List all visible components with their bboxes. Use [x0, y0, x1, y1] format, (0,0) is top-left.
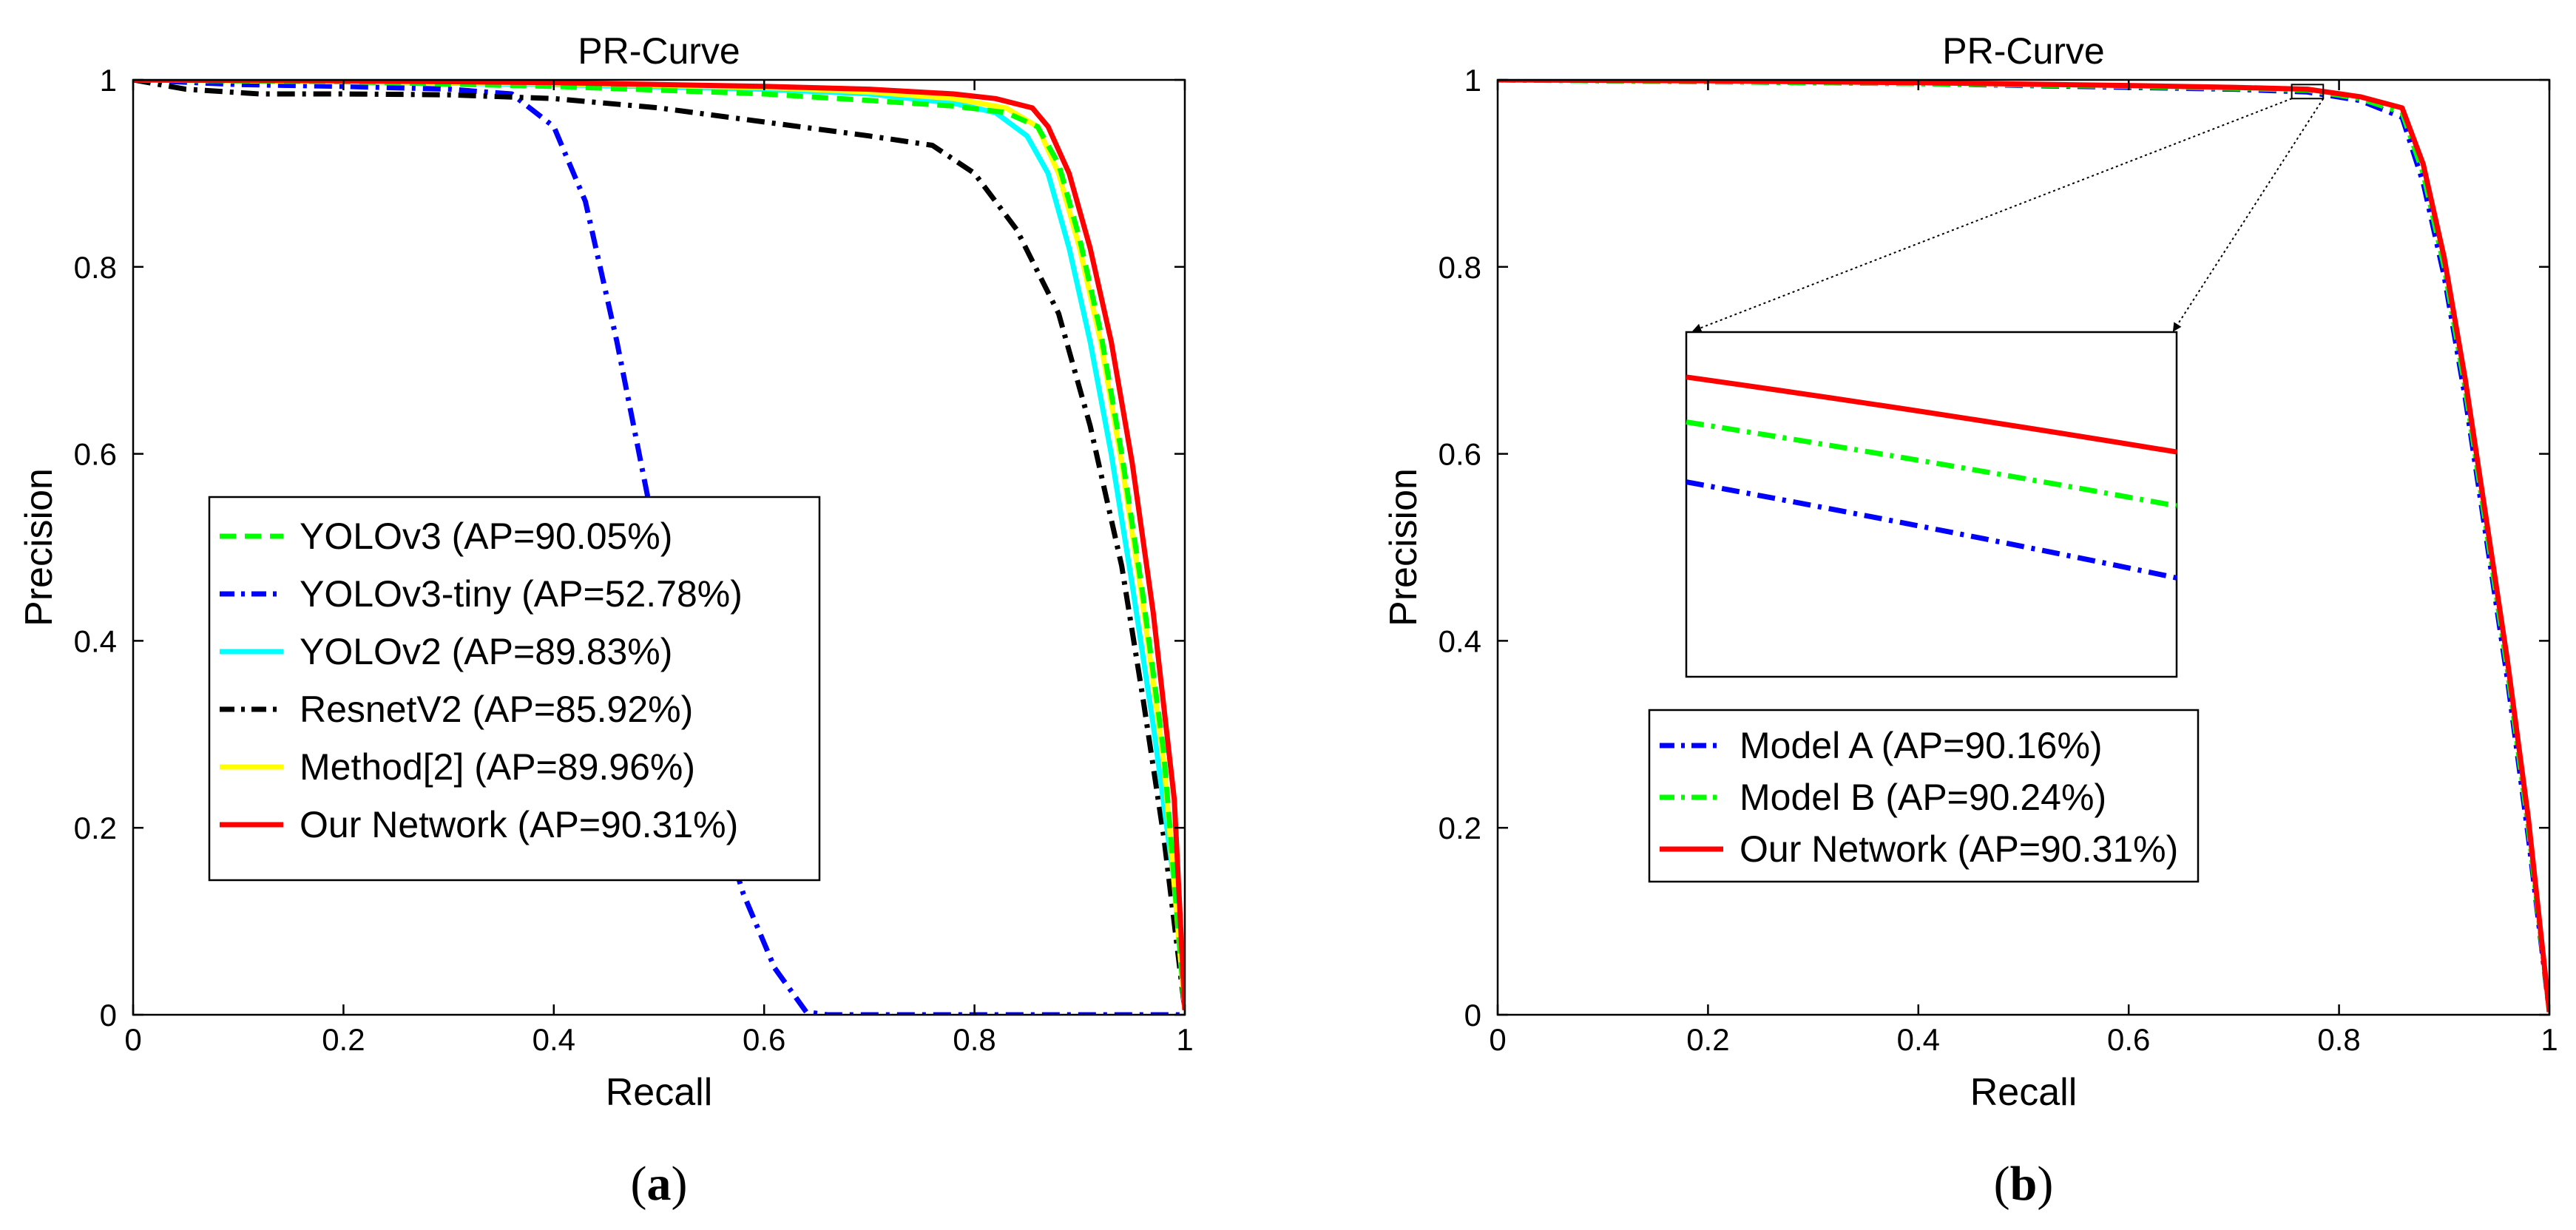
y-axis-label: Precision	[1382, 468, 1425, 626]
y-tick-label: 0.4	[1439, 624, 1481, 658]
chart-title: PR-Curve	[1942, 30, 2104, 72]
x-axis-label: Recall	[1970, 1071, 2078, 1114]
x-tick-label: 0.2	[1686, 1022, 1729, 1057]
legend-label: Model A (AP=90.16%)	[1740, 725, 2103, 766]
x-tick-label: 0.8	[2317, 1022, 2360, 1057]
zoom-source-box	[2291, 84, 2325, 100]
inset-box	[1685, 331, 2178, 678]
legend: YOLOv3 (AP=90.05%) YOLOv3-tiny (AP=52.78%…	[208, 496, 821, 882]
panel-caption: (b)	[1994, 1157, 2054, 1211]
x-tick-label: 1	[2540, 1022, 2558, 1057]
legend-label: Model B (AP=90.24%)	[1740, 777, 2106, 818]
x-tick-label: 0.4	[1897, 1022, 1940, 1057]
y-tick-label: 0.6	[74, 437, 117, 472]
series-line-3	[1498, 80, 2549, 1013]
chart-panel-a: 0 0.2 0.4 0.6 0.8 1 0 0.2 0.4 0.6 0.8 1 PR-Curve Reca…	[18, 30, 1194, 1211]
legend-label: YOLOv2 (AP=89.83%)	[300, 631, 672, 672]
series-group	[133, 80, 1185, 1015]
x-axis-label: Recall	[606, 1071, 713, 1114]
series-group	[1498, 80, 2549, 1013]
y-tick-label: 0.8	[74, 250, 117, 285]
series-line-2	[133, 80, 1185, 1011]
series-line-6	[133, 80, 1185, 1010]
series-line-5	[133, 80, 1185, 1010]
zoom-inset	[1685, 84, 2325, 678]
y-tick-label: 0	[100, 998, 117, 1033]
legend-label: ResnetV2 (AP=85.92%)	[300, 689, 693, 730]
y-tick-label: 1	[100, 63, 117, 98]
legend-label: Method[2] (AP=89.96%)	[300, 746, 695, 788]
x-tick-label: 0.8	[953, 1022, 995, 1057]
chart-panel-b: 0 0.2 0.4 0.6 0.8 1 0 0.2 0.4 0.6 0.8 1 PR-Curve Reca…	[1382, 30, 2558, 1211]
y-tick-label: 0.8	[1439, 250, 1481, 285]
y-tick-label: 0.6	[1439, 437, 1481, 472]
y-tick-label: 0.4	[74, 624, 117, 658]
y-tick-label: 0	[1464, 998, 1481, 1033]
legend-label: YOLOv3-tiny (AP=52.78%)	[300, 573, 743, 615]
x-tick-label: 0.4	[533, 1022, 575, 1057]
inset-series-line	[1686, 419, 2177, 509]
x-tick-label: 0.6	[743, 1022, 785, 1057]
legend-box	[1648, 709, 2200, 883]
series-line-1	[133, 80, 1185, 1015]
axes-frame	[132, 78, 1186, 1016]
axes-frame	[1496, 78, 2551, 1016]
legend-label: Our Network (AP=90.31%)	[1740, 828, 2178, 870]
inset-series-line	[1686, 374, 2177, 455]
zoom-arrow-left	[1692, 98, 2292, 332]
x-tick-label: 0	[124, 1022, 141, 1057]
chart-title: PR-Curve	[578, 30, 740, 72]
panel-caption: (a)	[631, 1157, 688, 1211]
legend-label: Our Network (AP=90.31%)	[300, 804, 738, 845]
legend-label: YOLOv3 (AP=90.05%)	[300, 516, 672, 557]
x-tick-label: 0.2	[322, 1022, 365, 1057]
x-tick-label: 0	[1489, 1022, 1506, 1057]
y-tick-label: 0.2	[1439, 811, 1481, 845]
y-tick-label: 1	[1464, 63, 1481, 98]
x-tick-label: 0.6	[2107, 1022, 2150, 1057]
x-tick-label: 1	[1176, 1022, 1193, 1057]
y-axis-label: Precision	[18, 468, 61, 626]
legend: Model A (AP=90.16%) Model B (AP=90.24%) Ou…	[1648, 709, 2200, 883]
y-tick-label: 0.2	[74, 811, 117, 845]
legend-box	[208, 496, 821, 882]
